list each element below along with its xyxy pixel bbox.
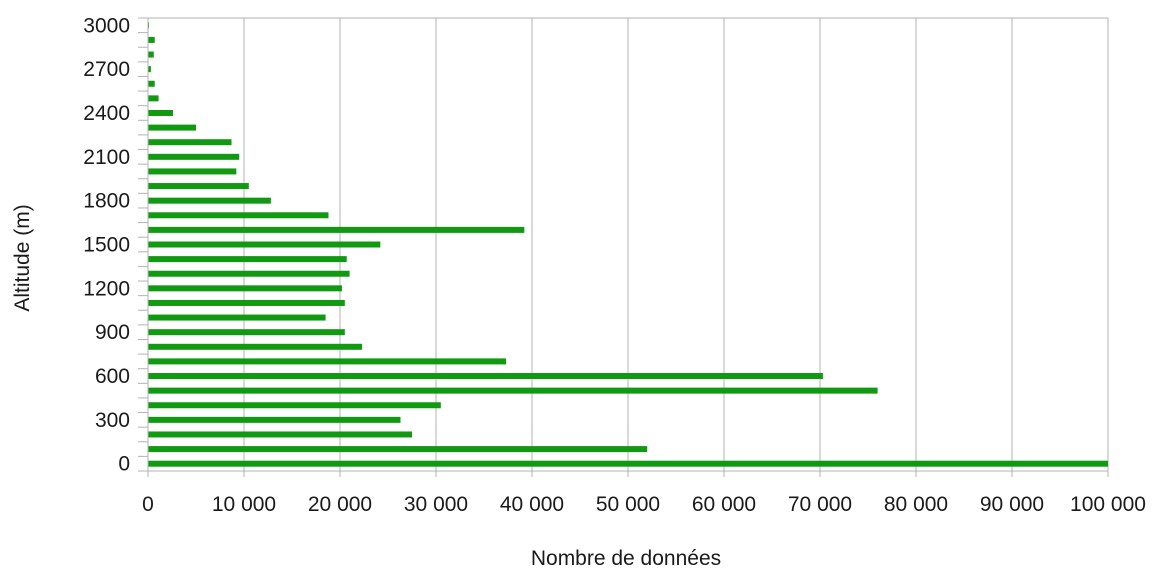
y-tick-label: 2700 — [83, 58, 130, 81]
bar — [148, 36, 155, 43]
x-tick-label: 80 000 — [884, 493, 948, 516]
y-tick-labels: 0 300 600 900 1200 1500 1800 2100 2400 2700 3000 — [83, 14, 130, 475]
y-tick-label: 600 — [95, 365, 130, 388]
bar — [148, 343, 363, 350]
gridlines — [243, 18, 1109, 471]
x-tick-label: 50 000 — [596, 493, 660, 516]
x-tick-label: 10 000 — [212, 493, 276, 516]
x-axis-title: Nombre de données — [531, 547, 721, 570]
bar — [148, 460, 1108, 467]
y-tick-label: 1500 — [83, 234, 130, 257]
y-tick-label: 2400 — [83, 102, 130, 125]
bar — [148, 402, 441, 409]
x-tick-label: 90 000 — [980, 493, 1044, 516]
bar — [148, 80, 155, 87]
bar — [148, 358, 507, 365]
bar — [148, 329, 345, 336]
bar — [148, 416, 401, 423]
bar — [148, 51, 154, 58]
x-tick-label: 100 000 — [1070, 493, 1146, 516]
bar — [148, 387, 878, 394]
bars — [148, 22, 1108, 467]
bar — [148, 183, 249, 190]
axes — [138, 17, 1109, 477]
bar — [148, 153, 240, 160]
y-tick-label: 2100 — [83, 146, 130, 169]
bar — [148, 373, 823, 380]
bar — [148, 168, 237, 175]
bar — [148, 314, 326, 321]
y-axis-title: Altitude (m) — [11, 204, 34, 311]
bar — [148, 109, 173, 116]
bar — [148, 431, 412, 438]
bar — [148, 139, 232, 146]
y-tick-label: 900 — [95, 321, 130, 344]
x-tick-label: 60 000 — [692, 493, 756, 516]
bar — [148, 95, 159, 102]
x-tick-label: 30 000 — [404, 493, 468, 516]
bar — [148, 226, 525, 233]
x-tick-labels: 0 10 000 20 000 30 000 40 000 50 000 60 000 70 … — [142, 493, 1146, 516]
bar — [148, 446, 648, 453]
bar — [148, 212, 329, 219]
bar — [148, 285, 342, 292]
y-tick-label: 1800 — [83, 190, 130, 213]
bar — [148, 66, 151, 73]
y-tick-label: 300 — [95, 409, 130, 432]
y-tick-label: 0 — [118, 453, 130, 476]
bar — [148, 124, 196, 131]
bar — [148, 241, 381, 248]
x-tick-label: 70 000 — [788, 493, 852, 516]
bar — [148, 270, 350, 277]
y-tick-label: 1200 — [83, 277, 130, 300]
y-tick-label: 3000 — [83, 14, 130, 37]
x-tick-label: 20 000 — [308, 493, 372, 516]
bar — [148, 299, 345, 306]
bar — [148, 256, 347, 263]
x-tick-label: 0 — [142, 493, 154, 516]
x-tick-label: 40 000 — [500, 493, 564, 516]
bar — [148, 197, 271, 204]
